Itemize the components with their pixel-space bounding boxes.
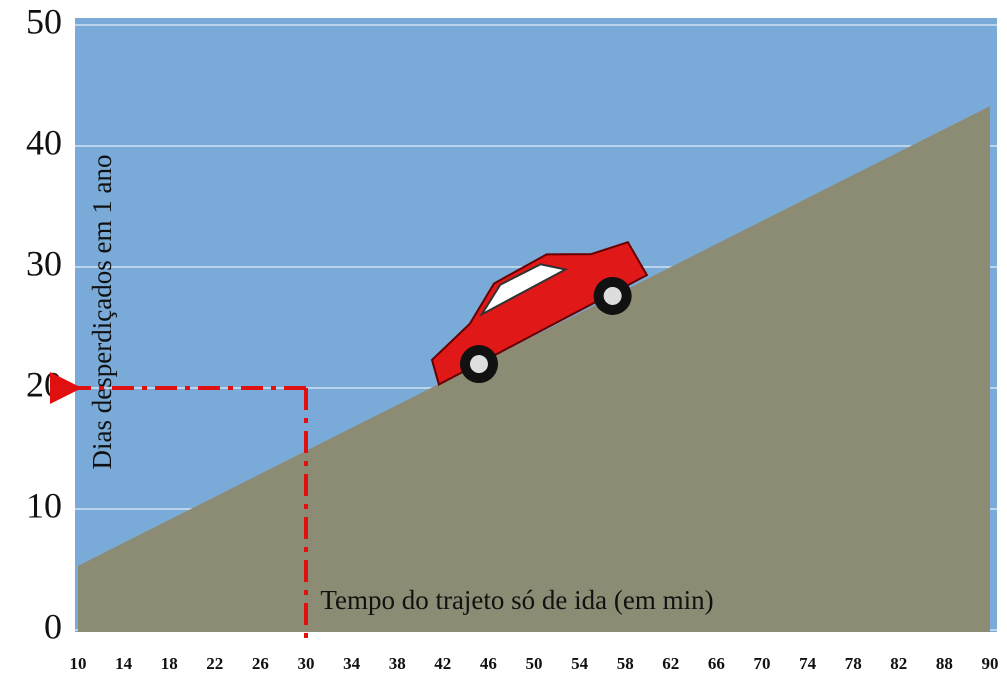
- x-tick-label: 90: [982, 654, 999, 673]
- x-tick-label: 70: [754, 654, 771, 673]
- x-tick-label: 74: [799, 654, 817, 673]
- x-tick-label: 22: [206, 654, 223, 673]
- x-tick-label: 58: [617, 654, 634, 673]
- y-tick-label: 40: [26, 122, 62, 162]
- page: Dias desperdiçados em 1 ano Tempo do tra…: [0, 0, 1007, 681]
- y-tick-label: 20: [26, 364, 62, 404]
- x-tick-label: 34: [343, 654, 361, 673]
- x-tick-label: 50: [526, 654, 543, 673]
- y-axis-label: Dias desperdiçados em 1 ano: [87, 155, 117, 470]
- x-tick-label: 18: [161, 654, 178, 673]
- y-tick-label: 0: [44, 606, 62, 646]
- x-tick-label: 78: [845, 654, 862, 673]
- x-tick-label: 82: [890, 654, 907, 673]
- y-tick-label: 50: [26, 1, 62, 41]
- x-tick-label: 88: [936, 654, 953, 673]
- x-tick-label: 38: [389, 654, 406, 673]
- x-tick-label: 42: [434, 654, 451, 673]
- x-tick-label: 62: [662, 654, 679, 673]
- x-tick-label: 54: [571, 654, 589, 673]
- y-tick-label: 30: [26, 243, 62, 283]
- x-tick-label: 46: [480, 654, 497, 673]
- x-tick-label: 14: [115, 654, 133, 673]
- x-tick-label: 30: [298, 654, 315, 673]
- chart: Dias desperdiçados em 1 ano Tempo do tra…: [0, 0, 1007, 681]
- x-tick-label: 10: [70, 654, 87, 673]
- y-tick-label: 10: [26, 485, 62, 525]
- x-axis-label: Tempo do trajeto só de ida (em min): [320, 585, 713, 615]
- x-tick-label: 66: [708, 654, 725, 673]
- x-tick-label: 26: [252, 654, 269, 673]
